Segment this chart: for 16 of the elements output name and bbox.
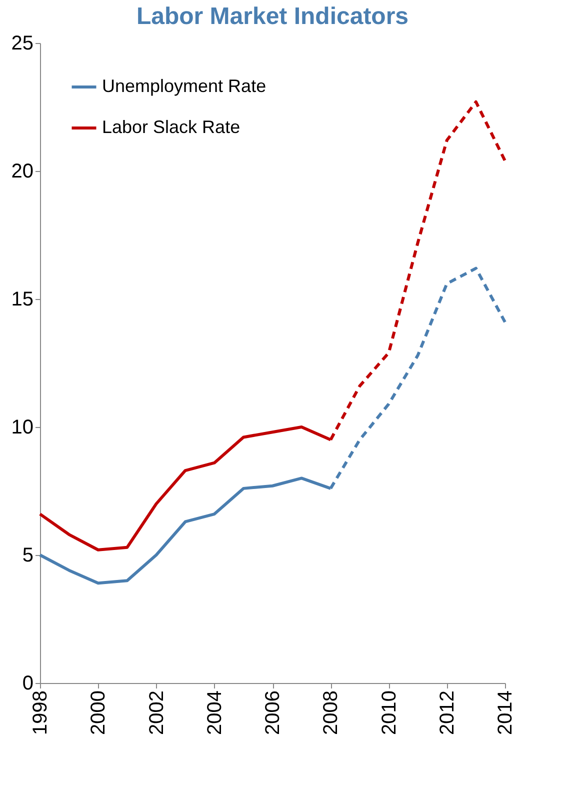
legend-label: Labor Slack Rate: [102, 117, 240, 137]
x-tick-label: 2010: [378, 690, 400, 735]
y-tick-label: 25: [11, 32, 34, 54]
x-tick-label: 2012: [436, 690, 458, 735]
x-tick-label: 2008: [320, 690, 342, 735]
x-tick-label: 2014: [494, 690, 516, 735]
y-tick-label: 15: [11, 288, 34, 310]
x-tick-label: 2000: [88, 690, 110, 735]
y-tick-label: 5: [22, 544, 34, 566]
y-tick-label: 10: [11, 416, 34, 438]
y-tick-label: 20: [11, 160, 34, 182]
chart-title: Labor Market Indicators: [136, 3, 409, 30]
x-tick-label: 2002: [146, 690, 168, 735]
x-tick-label: 2004: [204, 690, 226, 735]
x-tick-label: 2006: [262, 690, 284, 735]
legend-label: Unemployment Rate: [102, 76, 266, 96]
